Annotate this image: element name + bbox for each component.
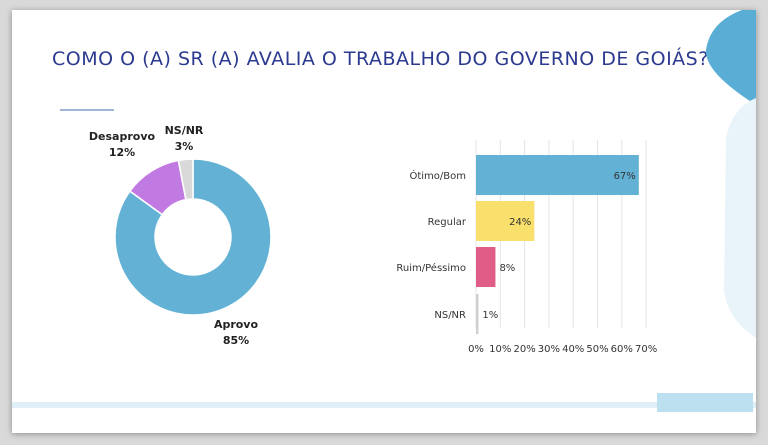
bottom-block bbox=[657, 393, 753, 412]
bar-1 bbox=[476, 155, 639, 195]
x-tick-label: 50% bbox=[586, 344, 608, 355]
pie-value-nsnr: 3% bbox=[175, 140, 194, 153]
decorative-shape-top bbox=[705, 10, 756, 105]
decorative-shape-bottom bbox=[724, 98, 756, 338]
x-tick-label: 30% bbox=[538, 344, 560, 355]
bar-2 bbox=[476, 201, 535, 241]
category-label: NS/NR bbox=[434, 310, 466, 321]
title-underline bbox=[60, 109, 114, 111]
page-title: COMO O (A) SR (A) AVALIA O TRABALHO DO G… bbox=[52, 48, 709, 70]
x-tick-label: 60% bbox=[611, 344, 633, 355]
slide: COMO O (A) SR (A) AVALIA O TRABALHO DO G… bbox=[12, 10, 756, 433]
x-tick-label: 0% bbox=[468, 344, 484, 355]
bar-3 bbox=[476, 247, 496, 287]
bar-4 bbox=[476, 294, 479, 334]
x-tick-label: 40% bbox=[562, 344, 584, 355]
value-label: 8% bbox=[499, 263, 515, 274]
x-tick-label: 10% bbox=[489, 344, 511, 355]
pie-label-desaprovo: Desaprovo bbox=[89, 130, 156, 143]
x-tick-label: 70% bbox=[635, 344, 657, 355]
value-label: 1% bbox=[482, 310, 498, 321]
value-label: 67% bbox=[614, 171, 636, 182]
category-label: Ótimo/Bom bbox=[409, 169, 466, 182]
pie-value-desaprovo: 12% bbox=[109, 146, 135, 159]
bar-chart: 0% 10% 20% 30% 40% 50% 60% 70% Ótimo/Bom 67% Regul… bbox=[396, 140, 657, 355]
value-label: 24% bbox=[509, 217, 531, 228]
pie-slice-nsnr bbox=[177, 158, 194, 201]
bottom-band bbox=[12, 402, 756, 408]
pie-label-nsnr: NS/NR bbox=[165, 124, 204, 137]
x-tick-label: 20% bbox=[513, 344, 535, 355]
category-label: Ruim/Péssimo bbox=[396, 262, 466, 274]
donut-chart: Aprovo 85% Desaprovo 12% NS/NR 3% bbox=[89, 124, 272, 347]
category-label: Regular bbox=[428, 217, 467, 228]
pie-slice-aprovo bbox=[114, 158, 272, 316]
pie-value-aprovo: 85% bbox=[223, 334, 249, 347]
pie-label-aprovo: Aprovo bbox=[214, 318, 259, 331]
